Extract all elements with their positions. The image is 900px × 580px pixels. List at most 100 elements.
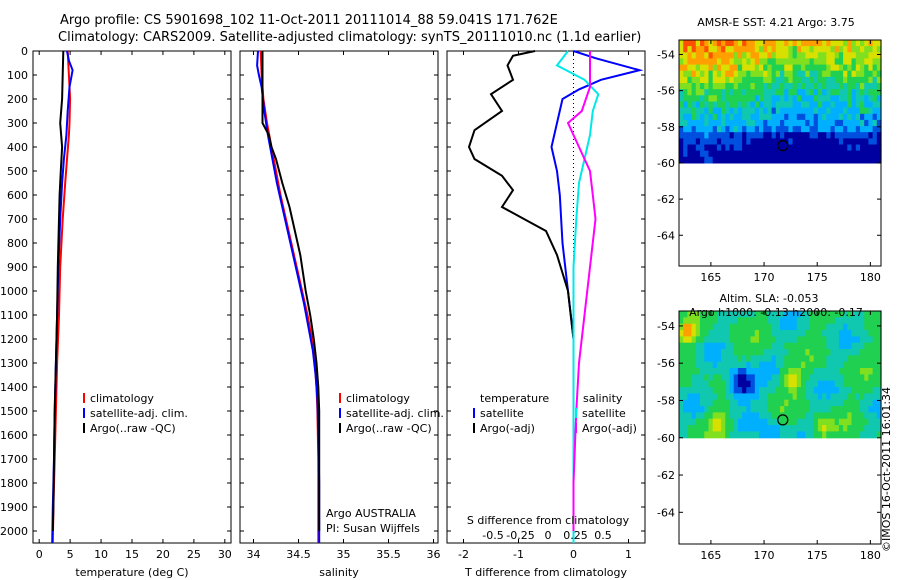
map-cell bbox=[792, 336, 798, 344]
map-cell bbox=[746, 156, 752, 164]
map-cell bbox=[683, 138, 688, 146]
map-cell bbox=[704, 355, 710, 363]
map-cell bbox=[712, 150, 718, 158]
map-cell bbox=[687, 113, 693, 121]
map-cell bbox=[763, 412, 768, 420]
map-cell bbox=[775, 317, 781, 325]
map-cell bbox=[771, 380, 777, 388]
map-cell bbox=[796, 399, 802, 407]
map-cell bbox=[813, 58, 819, 66]
map-cell bbox=[822, 393, 827, 401]
map-cell bbox=[691, 361, 697, 369]
map-cell bbox=[830, 64, 836, 72]
map-cell bbox=[712, 70, 718, 78]
map-cell bbox=[851, 150, 857, 158]
map-cell bbox=[851, 323, 857, 331]
map-cell bbox=[864, 150, 869, 158]
map-cell bbox=[780, 399, 785, 407]
map-cell bbox=[792, 95, 798, 102]
map-cell bbox=[716, 349, 722, 356]
map-cell bbox=[796, 393, 802, 401]
map-cell bbox=[830, 361, 836, 369]
map-cell bbox=[796, 144, 802, 152]
map-cell bbox=[721, 150, 726, 158]
map-cell bbox=[847, 52, 853, 59]
map-cell bbox=[759, 126, 764, 133]
map-cell bbox=[729, 46, 735, 53]
map-cell bbox=[679, 336, 684, 344]
map-cell bbox=[712, 156, 718, 164]
map-cell bbox=[780, 355, 785, 363]
map-cell bbox=[737, 138, 743, 146]
map-cell bbox=[750, 336, 756, 344]
map-cell bbox=[801, 46, 806, 53]
map-cell bbox=[733, 150, 739, 158]
map-cell bbox=[784, 119, 789, 127]
map-cell bbox=[834, 132, 840, 139]
map-cell bbox=[746, 380, 752, 388]
map-cell bbox=[691, 323, 697, 331]
map-cell bbox=[817, 144, 823, 152]
map-cell bbox=[826, 342, 832, 350]
map-cell bbox=[708, 330, 714, 337]
map-cell bbox=[822, 101, 827, 109]
map-cell bbox=[700, 393, 705, 401]
map-cell bbox=[679, 76, 684, 84]
map-cell bbox=[830, 368, 836, 375]
map-cell bbox=[712, 336, 718, 344]
map-cell bbox=[784, 95, 789, 102]
map-cell bbox=[725, 156, 731, 164]
map-cell bbox=[708, 361, 714, 369]
map-cell bbox=[742, 431, 747, 439]
map-cell bbox=[809, 349, 815, 356]
map-cell bbox=[826, 132, 832, 139]
map-cell bbox=[767, 107, 773, 115]
map-cell bbox=[695, 76, 701, 84]
map-cell bbox=[712, 52, 718, 59]
map-cell bbox=[796, 374, 802, 382]
map-y-tick-label: -58 bbox=[657, 394, 675, 407]
map-cell bbox=[826, 387, 832, 394]
map-cell bbox=[733, 156, 739, 164]
map-cell bbox=[838, 380, 844, 388]
map-cell bbox=[843, 83, 848, 90]
map-cell bbox=[860, 355, 865, 363]
map-cell bbox=[750, 150, 756, 158]
map-cell bbox=[700, 361, 705, 369]
map-cell bbox=[695, 418, 701, 426]
map-cell bbox=[876, 70, 882, 78]
map-cell bbox=[759, 387, 764, 394]
map-cell bbox=[712, 101, 718, 109]
map-cell bbox=[851, 95, 857, 102]
map-cell bbox=[843, 342, 848, 350]
map-cell bbox=[809, 150, 815, 158]
map-cell bbox=[851, 361, 857, 369]
x-tick-label: 5 bbox=[67, 548, 74, 561]
map-cell bbox=[872, 89, 878, 96]
series-line-temperature-argo-adj- bbox=[467, 50, 575, 531]
map-cell bbox=[767, 412, 773, 420]
map-cell bbox=[742, 156, 747, 164]
map-cell bbox=[805, 150, 811, 158]
map-cell bbox=[716, 317, 722, 325]
map-cell bbox=[830, 52, 836, 59]
map-cell bbox=[830, 323, 836, 331]
map-cell bbox=[679, 150, 684, 158]
map-cell bbox=[746, 355, 752, 363]
map-cell bbox=[700, 323, 705, 331]
map-cell bbox=[788, 144, 794, 152]
map-cell bbox=[721, 399, 726, 407]
map-cell bbox=[796, 361, 802, 369]
map-cell bbox=[683, 311, 688, 318]
map-cell bbox=[733, 361, 739, 369]
map-cell bbox=[695, 119, 701, 127]
map-cell bbox=[775, 52, 781, 59]
map-cell bbox=[695, 406, 701, 413]
map-cell bbox=[767, 40, 773, 47]
map-cell bbox=[876, 46, 882, 53]
map-cell bbox=[813, 311, 819, 318]
map-cell bbox=[817, 342, 823, 350]
map-cell bbox=[868, 144, 874, 152]
map-cell bbox=[750, 119, 756, 127]
map-cell bbox=[704, 412, 710, 420]
